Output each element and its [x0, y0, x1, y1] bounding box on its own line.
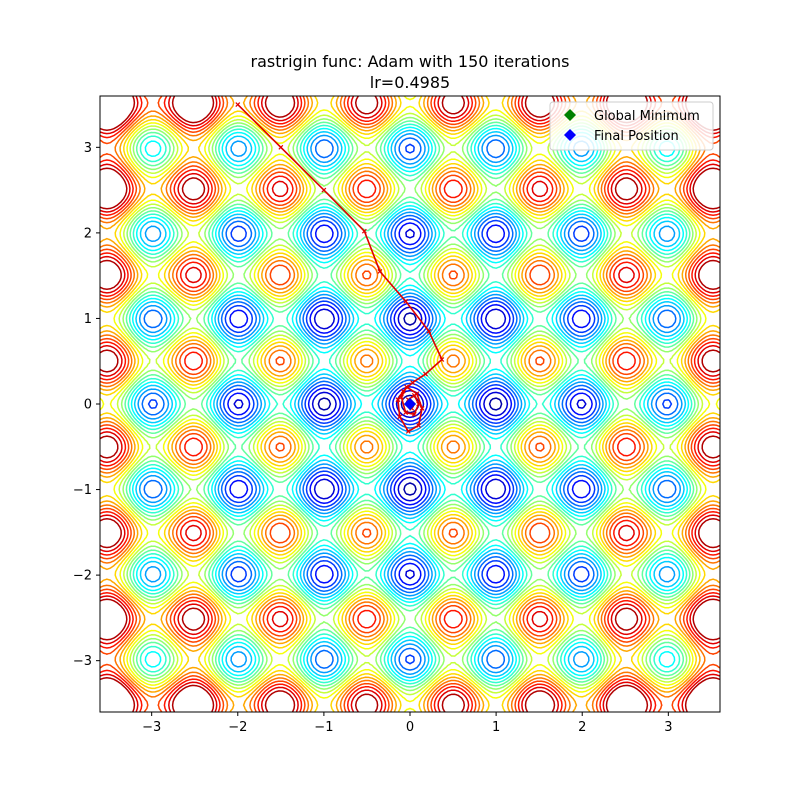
y-tick-label: −3 [73, 654, 92, 669]
trajectory-point [278, 144, 284, 150]
legend-label: Final Position [594, 129, 679, 144]
final-position-marker [404, 398, 416, 410]
legend-box [549, 101, 714, 151]
chart-subtitle: lr=0.4985 [370, 73, 450, 92]
legend-marker-global-minimum [564, 109, 576, 121]
x-tick-label: 3 [664, 720, 672, 735]
contour-level-7 [130, 126, 690, 682]
y-tick-label: 3 [84, 141, 92, 156]
legend-label: Global Minimum [594, 109, 700, 124]
x-tick-label: 1 [492, 720, 500, 735]
trajectory-layer [235, 102, 445, 434]
trajectory-point [235, 102, 241, 107]
trajectory-point [411, 393, 417, 398]
contour-level-2 [227, 222, 593, 586]
trajectory-point [423, 371, 428, 377]
trajectory-point [400, 388, 406, 394]
trajectory-point [416, 422, 422, 428]
trajectory-point [377, 268, 383, 274]
trajectory-point [439, 357, 445, 362]
trajectory-point [321, 187, 327, 193]
x-tick-label: 0 [406, 720, 414, 735]
contour-level-8 [127, 123, 693, 685]
contour-level-19 [100, 96, 720, 712]
trajectory-point [403, 298, 409, 304]
trajectory-point [426, 328, 432, 334]
marker-layer [404, 398, 416, 410]
x-tick-label: −1 [314, 720, 333, 735]
trajectory-point [414, 391, 420, 397]
contour-level-4 [141, 137, 679, 671]
contour-level-17 [100, 96, 720, 712]
chart-title: rastrigin func: Adam with 150 iterations [251, 52, 570, 71]
y-tick-label: 2 [84, 226, 92, 241]
trajectory-point [403, 410, 409, 415]
trajectory-point [397, 414, 403, 420]
trajectory-point [411, 411, 417, 417]
contour-level-13 [100, 96, 720, 712]
contour-level-12 [100, 96, 720, 712]
trajectory-point [361, 228, 367, 234]
trajectory-point [410, 380, 416, 386]
contour-level-3 [147, 143, 673, 665]
legend-marker-final-position [564, 129, 576, 141]
x-tick-label: −3 [142, 720, 161, 735]
y-tick-label: −2 [73, 569, 92, 584]
legend: Global Minimum Final Position [549, 101, 714, 151]
x-tick-label: 2 [578, 720, 586, 735]
x-axis: −3 −2 −1 0 1 2 3 [142, 712, 672, 735]
contour-level-11 [116, 112, 704, 696]
contour-level-5 [137, 133, 683, 675]
trajectory-point [404, 384, 409, 390]
y-tick-label: 0 [84, 398, 92, 413]
y-tick-label: −1 [73, 483, 92, 498]
trajectory-point [405, 428, 411, 434]
trajectory-point [416, 401, 422, 407]
trajectory-line [237, 104, 443, 433]
y-axis: −3 −2 −1 0 1 2 3 [73, 141, 100, 669]
contour-level-18 [100, 96, 720, 712]
contour-level-15 [100, 96, 720, 712]
contour-level-9 [124, 120, 696, 688]
contour-level-14 [100, 96, 720, 712]
y-tick-label: 1 [84, 312, 92, 327]
trajectory-point [419, 405, 425, 411]
trajectory-point [395, 397, 401, 403]
x-tick-label: −2 [228, 720, 247, 735]
contour-level-6 [133, 129, 687, 679]
contour-level-10 [120, 116, 700, 692]
trajectory-point [398, 394, 404, 400]
